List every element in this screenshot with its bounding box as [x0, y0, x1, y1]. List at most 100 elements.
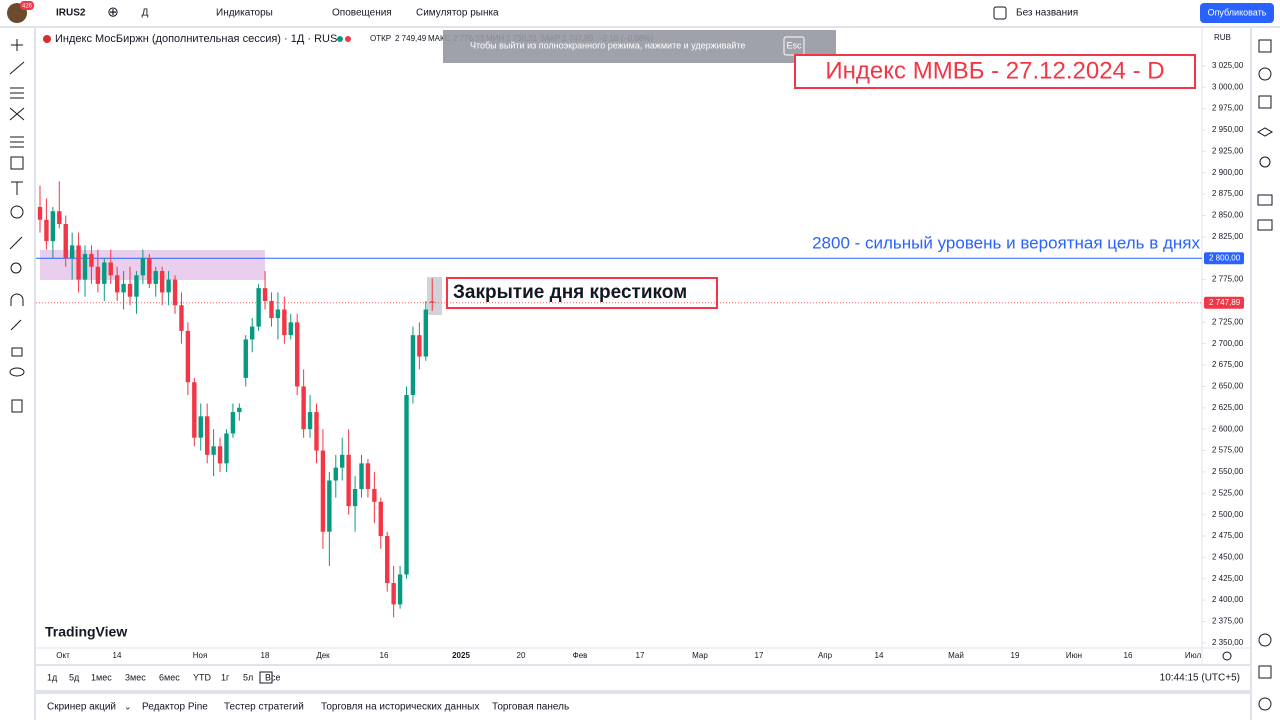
x-tick-label: 16: [1124, 651, 1133, 660]
publish-button[interactable]: [1200, 3, 1274, 23]
candle-body: [385, 536, 390, 584]
indicators[interactable]: Индикаторы: [216, 8, 273, 19]
status-dot: [337, 36, 343, 42]
interval[interactable]: Д: [142, 8, 149, 19]
range-button[interactable]: YTD: [193, 672, 212, 682]
status-dot: [345, 36, 351, 42]
news-icon[interactable]: [1258, 95, 1272, 109]
layout-name[interactable]: Без названия: [1016, 8, 1078, 19]
alerts[interactable]: Оповещения: [332, 8, 392, 19]
x-tick-label: 18: [261, 651, 270, 660]
badge: [20, 1, 34, 10]
range-button[interactable]: 6мес: [159, 672, 180, 682]
candle-body: [256, 288, 261, 327]
x-tick-label: 19: [1011, 651, 1020, 660]
x-tick-label: Окт: [56, 651, 70, 660]
candle-body: [63, 224, 68, 259]
replay[interactable]: Симулятор рынка: [416, 8, 499, 19]
layout-checkbox[interactable]: [993, 6, 1007, 20]
candle-body: [307, 412, 313, 430]
candle-body: [166, 279, 171, 293]
pattern-tool[interactable]: [9, 107, 25, 121]
range-button[interactable]: Все: [265, 672, 281, 682]
icon-tool[interactable]: [10, 205, 24, 219]
range-button[interactable]: 5д: [69, 672, 80, 682]
y-tick-label: 2 825,00: [1212, 232, 1244, 241]
text-tool[interactable]: [11, 181, 23, 195]
ideas-icon[interactable]: [1259, 156, 1271, 168]
tab-chevron[interactable]: ⌄: [124, 701, 132, 711]
fib-tool[interactable]: [10, 87, 24, 99]
lock-tool[interactable]: [11, 347, 23, 357]
drawing-toolbar: [0, 28, 34, 720]
bottom-tab[interactable]: Торговля на исторических данных: [321, 702, 479, 713]
candle-body: [397, 574, 403, 605]
y-tick-label: 3 025,00: [1212, 61, 1244, 70]
candle-body: [410, 335, 416, 395]
y-tick-label: 2 400,00: [1212, 595, 1244, 604]
alerts-icon[interactable]: [1258, 67, 1272, 81]
cursor-tool[interactable]: [11, 39, 23, 51]
shape-tool[interactable]: [10, 156, 24, 170]
bottom-tab[interactable]: Редактор Pine: [142, 702, 208, 713]
candle-body: [44, 219, 49, 242]
magnet-tool[interactable]: [10, 293, 24, 306]
x-tick-label: Фев: [573, 651, 588, 660]
x-tick-label: 2025: [452, 651, 470, 660]
chat2-icon[interactable]: [1257, 219, 1273, 231]
forecast-tool[interactable]: [10, 136, 24, 148]
trendline-tool[interactable]: [9, 61, 25, 75]
candle-body: [204, 416, 210, 455]
notice-text: Чтобы выйти из полноэкранного режима, на…: [470, 40, 745, 50]
bottom-tab[interactable]: Торговая панель: [492, 702, 569, 713]
range-button[interactable]: 1мес: [91, 672, 112, 682]
y-tick-label: 2 350,00: [1212, 638, 1244, 647]
visibility-tool[interactable]: [9, 367, 25, 377]
y-tick-label: 2 575,00: [1212, 446, 1244, 455]
delete-tool[interactable]: [11, 399, 23, 413]
range-button[interactable]: 1д: [47, 672, 58, 682]
range-button[interactable]: 3мес: [125, 672, 146, 682]
x-tick-label: Июн: [1066, 651, 1082, 660]
symbol[interactable]: IRUS2: [56, 8, 86, 19]
clock: 10:44:15 (UTC+5): [1160, 673, 1240, 684]
layers-icon[interactable]: [1256, 127, 1274, 137]
goto-date[interactable]: [259, 671, 273, 684]
candle-body: [249, 326, 255, 340]
candle-body: [127, 283, 133, 297]
y-tick-label: 2 700,00: [1212, 339, 1244, 348]
legend-open-label: ОТКР: [370, 34, 391, 43]
chat-icon[interactable]: [1257, 194, 1273, 206]
bottom-tab[interactable]: Тестер стратегий: [224, 702, 304, 713]
candle-body: [185, 330, 191, 383]
x-tick-label: 17: [755, 651, 764, 660]
compare-icon[interactable]: ⊕: [107, 4, 119, 20]
candle-body: [95, 266, 101, 284]
level-annotation: 2800 - сильный уровень и вероятная цель …: [812, 233, 1200, 252]
range-button[interactable]: 1г: [221, 672, 230, 682]
fullscreen-notice: [443, 30, 836, 63]
target-icon[interactable]: [1258, 633, 1272, 647]
ruler-tool[interactable]: [9, 236, 23, 250]
candle-body: [224, 433, 229, 464]
lock-draw-tool[interactable]: [10, 319, 22, 331]
currency[interactable]: RUB: [1214, 33, 1231, 42]
candle-body: [82, 253, 88, 280]
tabs-bar: [36, 694, 1250, 720]
watermark: TradingView: [45, 624, 127, 640]
candle-body: [378, 501, 383, 537]
range-button[interactable]: 5л: [243, 672, 253, 682]
watchlist-icon[interactable]: [1258, 39, 1272, 53]
settings-icon[interactable]: [1222, 651, 1232, 661]
candle-body: [192, 382, 197, 438]
candle-body: [198, 416, 203, 438]
calendar-icon[interactable]: [1258, 665, 1272, 679]
help-icon[interactable]: [1258, 697, 1272, 711]
y-tick-label: 2 850,00: [1212, 211, 1244, 220]
bottom-tab[interactable]: Скринер акций: [47, 702, 116, 713]
y-tick-label: 2 550,00: [1212, 467, 1244, 476]
candle-body: [69, 245, 75, 259]
candle-body: [230, 412, 236, 434]
zoom-tool[interactable]: [10, 262, 22, 274]
candle-body: [159, 271, 165, 293]
